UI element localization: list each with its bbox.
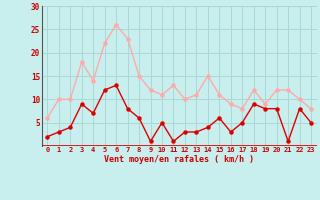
X-axis label: Vent moyen/en rafales ( km/h ): Vent moyen/en rafales ( km/h ): [104, 155, 254, 164]
